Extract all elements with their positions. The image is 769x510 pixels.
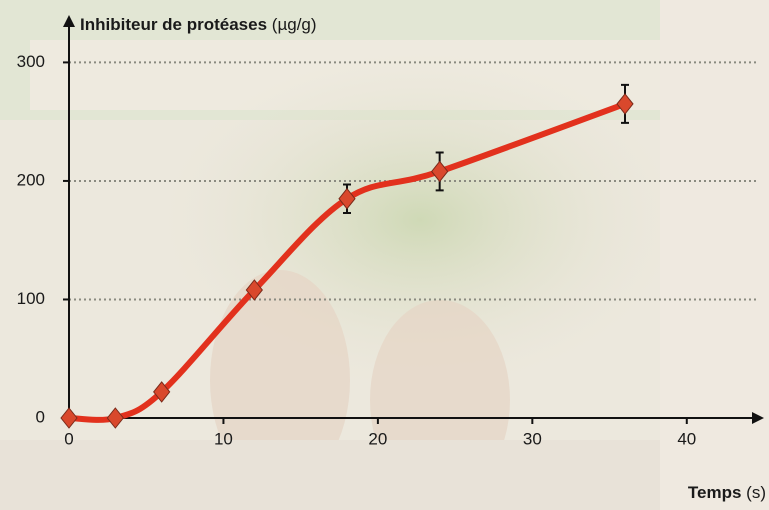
x-tick-label: 40: [677, 429, 696, 448]
y-tick-label: 300: [17, 52, 45, 71]
y-tick-label: 0: [36, 407, 45, 426]
x-tick-label: 10: [214, 429, 233, 448]
y-tick-label: 100: [17, 289, 45, 308]
x-unit: (s): [746, 483, 766, 502]
chart: Inhibiteur de protéases (µg/g) Temps (s)…: [0, 0, 769, 510]
x-axis-label: Temps (s): [688, 483, 766, 502]
x-tick-label: 0: [64, 429, 73, 448]
y-unit: (µg/g): [272, 15, 317, 34]
x-label: Temps: [688, 483, 742, 502]
y-axis-label: Inhibiteur de protéases (µg/g): [80, 15, 317, 34]
y-tick-label: 200: [17, 170, 45, 189]
x-tick-label: 30: [523, 429, 542, 448]
x-tick-label: 20: [368, 429, 387, 448]
y-label: Inhibiteur de protéases: [80, 15, 267, 34]
